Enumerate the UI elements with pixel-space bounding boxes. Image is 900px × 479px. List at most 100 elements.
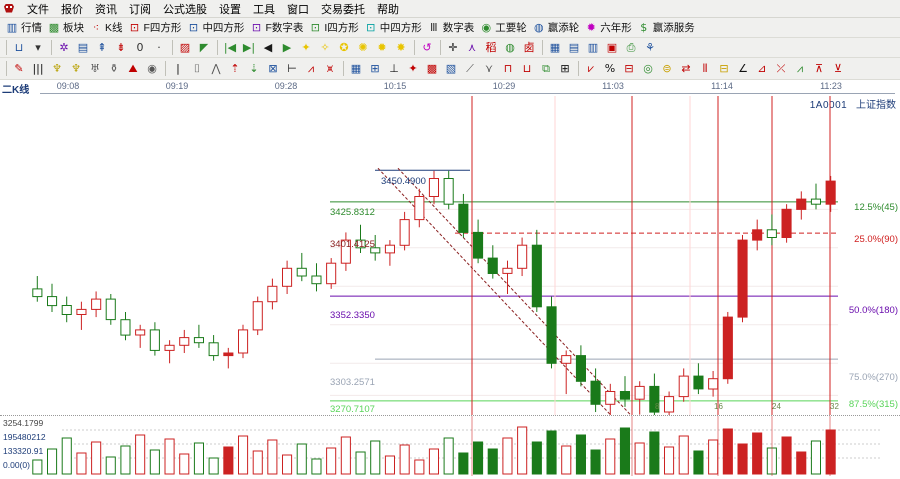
cycle-label[interactable]: 二K线 <box>2 85 30 96</box>
star4-button[interactable]: ✺ <box>354 39 372 56</box>
undo-button[interactable]: ↺ <box>418 39 436 56</box>
mountain-button[interactable]: ⛰ <box>124 60 142 77</box>
candlestick-canvas[interactable] <box>0 96 900 415</box>
window-button[interactable]: ⊓ <box>499 60 517 77</box>
crosshair-button[interactable]: ✛ <box>444 39 462 56</box>
pen-button[interactable]: ✎ <box>10 60 28 77</box>
gold-button[interactable]: ⊜ <box>658 60 676 77</box>
wave3-button[interactable]: ⩘ <box>302 60 320 77</box>
pattern-button[interactable]: ▨ <box>176 39 194 56</box>
circle-button[interactable]: ◉ <box>143 60 161 77</box>
angle-button[interactable]: ∠ <box>734 60 752 77</box>
slope-button[interactable]: ⟋ <box>461 60 479 77</box>
toolbar-button-K线[interactable]: ⁖ K线 <box>87 19 125 36</box>
matrix-button[interactable]: ▥ <box>584 39 602 56</box>
print-button[interactable]: ⎙ <box>622 39 640 56</box>
dot-button[interactable]: · <box>150 39 168 56</box>
percent-button[interactable]: % <box>601 60 619 77</box>
chart4-button[interactable]: ⊻ <box>829 60 847 77</box>
zero-button[interactable]: 0 <box>131 39 149 56</box>
star5-button[interactable]: ✹ <box>373 39 391 56</box>
toolbar-button-赢添轮[interactable]: ◍ 赢添轮 <box>530 19 582 36</box>
magnify-button[interactable]: ◍ <box>501 39 519 56</box>
star3-button[interactable]: ✪ <box>335 39 353 56</box>
save-button[interactable]: ▣ <box>603 39 621 56</box>
vshape-button[interactable]: ⋎ <box>480 60 498 77</box>
tree2-button[interactable]: ♆ <box>67 60 85 77</box>
angle2-button[interactable]: ⊿ <box>753 60 771 77</box>
gold2-button[interactable]: ⊟ <box>715 60 733 77</box>
wave-button[interactable]: ⇞ <box>93 39 111 56</box>
menu-item-2[interactable]: 资讯 <box>95 3 117 16</box>
first-page-button[interactable]: |◀ <box>221 39 239 56</box>
star6-button[interactable]: ✸ <box>392 39 410 56</box>
steps-button[interactable]: ⌷ <box>188 60 206 77</box>
toolbar-button-六年形[interactable]: ✹ 六年形 <box>582 19 634 36</box>
box2-button[interactable]: ▩ <box>423 60 441 77</box>
menu-item-5[interactable]: 设置 <box>219 3 241 16</box>
toolbar-button-工要轮[interactable]: ◉ 工要轮 <box>477 19 529 36</box>
menu-item-3[interactable]: 订阅 <box>129 3 151 16</box>
move-button[interactable]: ⇄ <box>677 60 695 77</box>
spark-button[interactable]: ✦ <box>404 60 422 77</box>
prev-button[interactable]: ◀ <box>259 39 277 56</box>
tree3-button[interactable]: ♅ <box>86 60 104 77</box>
globe-button[interactable]: ✲ <box>55 39 73 56</box>
chart-area[interactable]: 二K线 09:08 09:19 09:28 10:15 10:29 11:03 11:14 1… <box>0 80 900 415</box>
table-button[interactable]: ▦ <box>546 39 564 56</box>
draw-line-button[interactable]: ⋏ <box>463 39 481 56</box>
menu-item-8[interactable]: 交易委托 <box>321 3 365 16</box>
fib2-button[interactable]: ⫴ <box>696 60 714 77</box>
window3-button[interactable]: ⧉ <box>537 60 555 77</box>
line-tool-button[interactable]: | <box>169 60 187 77</box>
volume-canvas[interactable] <box>0 416 900 476</box>
toolbar-button-赢添服务[interactable]: $ 赢添服务 <box>635 19 697 36</box>
red-wave-button[interactable]: ⩗ <box>582 60 600 77</box>
toolbar-button-行情[interactable]: ▥ 行情 <box>3 19 44 36</box>
tree1-button[interactable]: ♆ <box>48 60 66 77</box>
calendar-button[interactable]: 卥 <box>520 39 538 56</box>
star1-button[interactable]: ✦ <box>297 39 315 56</box>
last-page-button[interactable]: ▶| <box>240 39 258 56</box>
chart3-button[interactable]: ⊼ <box>810 60 828 77</box>
toolbar-button-数字表[interactable]: Ⅲ 数字表 <box>425 19 477 36</box>
wave2-button[interactable]: ⇟ <box>112 39 130 56</box>
menu-item-1[interactable]: 报价 <box>61 3 83 16</box>
open-button[interactable]: ⊔ <box>10 39 28 56</box>
menu-item-9[interactable]: 帮助 <box>377 3 399 16</box>
star2-button[interactable]: ✧ <box>316 39 334 56</box>
volume-panel[interactable]: 3254.1799 195480212 133320.91 0.00(0) <box>0 415 900 477</box>
flag-button[interactable]: ◤ <box>195 39 213 56</box>
next-button[interactable]: ▶ <box>278 39 296 56</box>
toolbar-button-F四方形[interactable]: ⊡ F四方形 <box>126 19 184 36</box>
fib-button[interactable]: 稻 <box>482 39 500 56</box>
text-button[interactable]: ⊞ <box>556 60 574 77</box>
toolbar-button-F数字表[interactable]: ⊡ F数字表 <box>247 19 305 36</box>
redbox-button[interactable]: ⊟ <box>620 60 638 77</box>
chart2-button[interactable]: ⩘ <box>791 60 809 77</box>
menu-item-7[interactable]: 窗口 <box>287 3 309 16</box>
goldcircle-button[interactable]: ◎ <box>639 60 657 77</box>
hash-button[interactable]: ⊞ <box>366 60 384 77</box>
cup-button[interactable]: ⚱ <box>105 60 123 77</box>
window2-button[interactable]: ⊔ <box>518 60 536 77</box>
grid3-button[interactable]: ▦ <box>347 60 365 77</box>
band-button[interactable]: ⩙ <box>321 60 339 77</box>
arrow-up-button[interactable]: ⇡ <box>226 60 244 77</box>
toolbar-button-I四方形[interactable]: ⊡ I四方形 <box>306 19 360 36</box>
box3-button[interactable]: ▧ <box>442 60 460 77</box>
report-button[interactable]: ▤ <box>74 39 92 56</box>
boxx-button[interactable]: ⊠ <box>264 60 282 77</box>
gann-button[interactable]: ⊥ <box>385 60 403 77</box>
menu-item-0[interactable]: 文件 <box>27 3 49 16</box>
grid2-button[interactable]: ▤ <box>565 39 583 56</box>
menu-item-4[interactable]: 公式选股 <box>163 3 207 16</box>
menu-item-6[interactable]: 工具 <box>253 3 275 16</box>
users-button[interactable]: ⚘ <box>641 39 659 56</box>
toolbar-button-中四方形[interactable]: ⊡ 中四方形 <box>184 19 246 36</box>
toolbar-button-中四方形[interactable]: ⊡ 中四方形 <box>362 19 424 36</box>
arrow-dn-button[interactable]: ⇣ <box>245 60 263 77</box>
ruler-button[interactable]: ⊢ <box>283 60 301 77</box>
bars-button[interactable]: ||| <box>29 60 47 77</box>
dropdown-arrow-button[interactable]: ▾ <box>29 39 47 56</box>
